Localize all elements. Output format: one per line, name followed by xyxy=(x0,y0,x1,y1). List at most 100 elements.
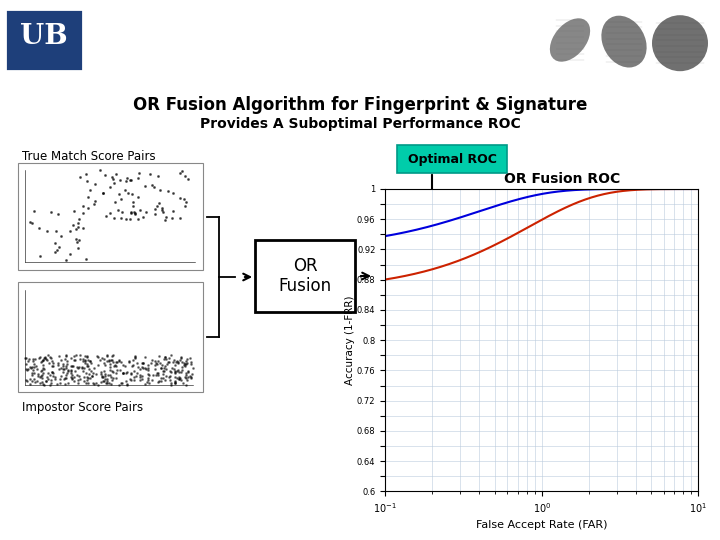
Point xyxy=(109,198,120,206)
Point xyxy=(41,226,53,235)
Point xyxy=(46,357,58,366)
Point xyxy=(116,379,127,387)
Point xyxy=(45,379,57,388)
Point xyxy=(79,352,91,361)
X-axis label: False Accept Rate (FAR): False Accept Rate (FAR) xyxy=(476,521,608,530)
Point xyxy=(108,362,120,370)
Point xyxy=(100,212,112,221)
Point xyxy=(169,373,181,382)
Point xyxy=(164,372,176,380)
Point xyxy=(155,363,166,372)
Point xyxy=(22,357,33,366)
Point xyxy=(130,354,141,363)
Point xyxy=(181,354,193,363)
Point xyxy=(171,358,182,367)
Point xyxy=(44,371,55,380)
Point xyxy=(95,370,107,379)
Point xyxy=(140,182,151,191)
Point xyxy=(163,372,175,381)
Point xyxy=(127,356,139,364)
Point xyxy=(156,206,167,215)
Point xyxy=(115,379,127,388)
Point xyxy=(117,361,129,369)
Point xyxy=(110,362,122,371)
Point xyxy=(69,367,81,375)
Point xyxy=(185,373,197,382)
Text: OR Fusion Algorithm for Fingerprint & Signature: OR Fusion Algorithm for Fingerprint & Si… xyxy=(132,96,588,114)
Point xyxy=(110,374,122,383)
Point xyxy=(84,374,96,382)
Point xyxy=(166,379,177,388)
Point xyxy=(153,357,164,366)
Point xyxy=(160,365,171,374)
Point xyxy=(65,354,76,362)
Point xyxy=(140,353,151,361)
Text: True Match Score Pairs: True Match Score Pairs xyxy=(22,151,156,164)
Point xyxy=(104,378,115,387)
Point xyxy=(35,357,46,366)
Point xyxy=(115,214,127,222)
Point xyxy=(37,356,49,365)
Point xyxy=(28,369,40,377)
Point xyxy=(176,357,188,366)
Point xyxy=(54,374,66,383)
Point xyxy=(113,381,125,389)
Point xyxy=(158,354,170,363)
Point xyxy=(176,365,188,374)
Point xyxy=(128,373,140,382)
Point xyxy=(65,373,76,382)
Point xyxy=(36,372,48,380)
Point xyxy=(138,363,149,372)
Point xyxy=(76,363,87,372)
Point xyxy=(38,381,50,389)
Point xyxy=(182,174,194,183)
Point xyxy=(96,373,107,381)
Point xyxy=(157,207,168,216)
Point xyxy=(93,353,104,361)
Point xyxy=(135,371,146,380)
Point xyxy=(177,379,189,388)
Point xyxy=(154,185,166,194)
Point xyxy=(26,363,37,372)
Point xyxy=(24,218,36,227)
Text: UB: UB xyxy=(20,23,68,50)
Point xyxy=(27,369,38,377)
Point xyxy=(187,364,199,373)
Point xyxy=(137,359,148,368)
Point xyxy=(137,359,148,367)
Point xyxy=(122,379,133,388)
Point xyxy=(108,179,120,187)
Point xyxy=(173,368,184,376)
Point xyxy=(68,356,80,364)
Point xyxy=(174,214,186,222)
Point xyxy=(140,207,152,216)
Point xyxy=(60,352,72,361)
Point xyxy=(130,352,141,360)
Point xyxy=(27,357,39,366)
Point xyxy=(102,352,113,361)
Point xyxy=(172,359,184,367)
Point xyxy=(52,380,63,388)
Point xyxy=(161,360,173,368)
Point xyxy=(68,376,79,385)
Point xyxy=(25,364,37,373)
Point xyxy=(144,371,156,380)
Point xyxy=(98,367,109,375)
Point xyxy=(73,215,85,224)
Point xyxy=(146,356,158,364)
Point xyxy=(152,370,163,379)
Point xyxy=(150,202,162,211)
Point xyxy=(82,204,94,213)
Text: University at Buffalo: University at Buffalo xyxy=(94,52,215,63)
Point xyxy=(156,360,168,369)
Point xyxy=(58,368,69,376)
Point xyxy=(117,369,129,377)
Point xyxy=(36,356,48,365)
Point xyxy=(104,371,116,380)
Point xyxy=(81,373,93,382)
Point xyxy=(159,215,171,224)
Point xyxy=(62,366,73,375)
Point xyxy=(78,363,90,372)
Ellipse shape xyxy=(601,16,647,68)
Point xyxy=(111,357,122,366)
